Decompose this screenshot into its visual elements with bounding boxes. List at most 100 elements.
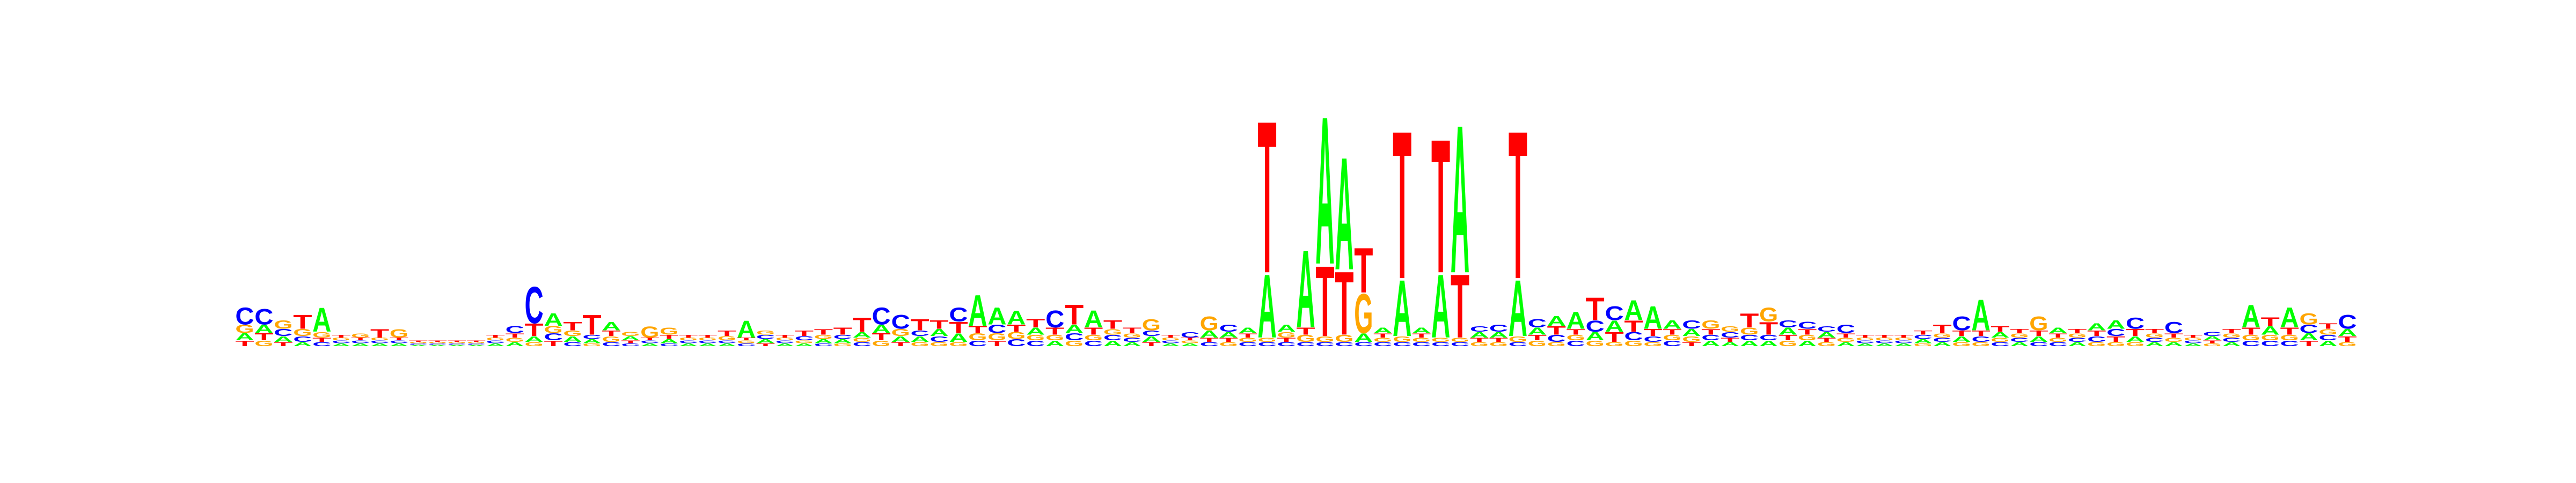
logo-letter-t: T xyxy=(409,340,428,342)
logo-letter-c: C xyxy=(428,343,447,345)
logo-letter-g: G xyxy=(2318,327,2337,336)
logo-glyph-stacks: TAGCGTACTACGACGTCTGAACGTACTGACGTACTGACGT… xyxy=(235,73,2357,358)
logo-letter-g: G xyxy=(891,327,910,339)
logo-letter-c: C xyxy=(351,340,370,344)
logo-letter-a: A xyxy=(640,342,659,347)
logo-letter-a: A xyxy=(1103,339,1122,348)
logo-letter-c: C xyxy=(525,276,544,335)
logo-letter-t: T xyxy=(2106,334,2126,343)
logo-letter-c: C xyxy=(1586,317,1605,335)
logo-letter-c: C xyxy=(1624,330,1643,343)
logo-letter-g: G xyxy=(312,330,331,339)
logo-letter-c: C xyxy=(2010,336,2029,343)
logo-letter-a: A xyxy=(1451,82,1469,317)
logo-letter-c: C xyxy=(1605,303,1623,325)
logo-letter-a: A xyxy=(1990,330,2009,339)
logo-letter-g: G xyxy=(1335,333,1353,345)
logo-letter-a: A xyxy=(1026,326,1045,337)
logo-letter-g: G xyxy=(795,340,814,344)
logo-letter-c: C xyxy=(1547,333,1566,344)
logo-letter-a: A xyxy=(1219,330,1238,339)
logo-letter-c: C xyxy=(1990,341,2009,347)
logo-letter-c: C xyxy=(486,340,505,344)
logo-letter-c: C xyxy=(1663,339,1681,348)
logo-letter-a: A xyxy=(737,316,756,343)
logo-letter-t: T xyxy=(370,327,390,340)
logo-letter-a: A xyxy=(351,342,370,347)
logo-letter-g: G xyxy=(1065,339,1084,348)
logo-letter-a: A xyxy=(1817,330,1836,339)
logo-letter-g: G xyxy=(1586,339,1605,348)
logo-letter-t: T xyxy=(1277,336,1296,343)
logo-letter-g: G xyxy=(1084,333,1103,342)
logo-letter-g: G xyxy=(1798,333,1817,342)
logo-letter-a: A xyxy=(872,323,891,336)
logo-letter-c: C xyxy=(737,342,756,347)
logo-letter-g: G xyxy=(1682,335,1701,344)
logo-letter-c: C xyxy=(853,341,872,347)
logo-letter-c: C xyxy=(1142,328,1161,338)
logo-letter-g: G xyxy=(2126,341,2145,348)
logo-letter-c: C xyxy=(1219,323,1238,334)
logo-letter-c: C xyxy=(930,334,948,343)
logo-letter-t: T xyxy=(1567,327,1586,336)
logo-letter-g: G xyxy=(968,332,987,343)
logo-letter-a: A xyxy=(1393,263,1411,353)
logo-letter-c: C xyxy=(1914,334,1933,340)
logo-letter-a: A xyxy=(1605,317,1623,335)
logo-letter-c: C xyxy=(1045,306,1064,333)
logo-letter-g: G xyxy=(235,323,254,336)
logo-letter-g: G xyxy=(1470,341,1489,348)
logo-letter-g: G xyxy=(1181,340,1199,344)
logo-letter-c: C xyxy=(332,340,350,344)
logo-letter-c: C xyxy=(1971,334,1990,343)
logo-letter-a: A xyxy=(1624,295,1643,326)
logo-letter-c: C xyxy=(1470,324,1489,333)
logo-letter-a: A xyxy=(563,334,582,343)
logo-letter-t: T xyxy=(1239,332,1257,339)
logo-letter-a: A xyxy=(775,342,794,347)
logo-letter-a: A xyxy=(1933,341,1952,347)
logo-letter-c: C xyxy=(312,341,331,347)
logo-letter-g: G xyxy=(2242,333,2260,342)
logo-letter-g: G xyxy=(2164,336,2183,343)
logo-letter-c: C xyxy=(563,341,582,347)
logo-letter-c: C xyxy=(2126,314,2145,332)
logo-letter-g: G xyxy=(1817,341,1836,348)
logo-letter-g: G xyxy=(1605,341,1623,348)
logo-letter-a: A xyxy=(506,341,524,347)
logo-letter-t: T xyxy=(1354,235,1373,306)
logo-letter-a: A xyxy=(910,334,929,343)
logo-letter-g: G xyxy=(1451,336,1469,343)
logo-letter-t: T xyxy=(1721,336,1739,343)
logo-letter-c: C xyxy=(1296,341,1315,347)
logo-letter-a: A xyxy=(987,303,1006,330)
logo-letter-c: C xyxy=(544,331,562,342)
logo-letter-c: C xyxy=(718,340,736,344)
logo-letter-c: C xyxy=(872,303,891,330)
logo-letter-a: A xyxy=(390,342,408,347)
logo-letter-g: G xyxy=(1354,283,1373,346)
logo-letter-c: C xyxy=(1759,333,1778,342)
logo-letter-c: C xyxy=(409,343,428,345)
logo-letter-a: A xyxy=(467,345,486,347)
logo-letter-c: C xyxy=(1836,323,1855,336)
logo-letter-t: T xyxy=(448,340,466,342)
logo-letter-g: G xyxy=(1373,336,1392,343)
logo-letter-t: T xyxy=(506,332,524,339)
logo-letter-a: A xyxy=(1721,341,1739,347)
logo-letter-a: A xyxy=(1084,306,1103,333)
logo-letter-t: T xyxy=(1509,86,1527,323)
logo-letter-t: T xyxy=(544,339,563,348)
logo-letter-t: T xyxy=(640,336,659,341)
logo-letter-g: G xyxy=(1257,336,1276,343)
logo-letter-c: C xyxy=(2261,339,2280,348)
logo-letter-a: A xyxy=(1045,339,1064,348)
logo-letter-t: T xyxy=(1412,332,1431,339)
logo-letter-a: A xyxy=(1643,300,1662,336)
logo-letter-c: C xyxy=(1181,330,1199,339)
logo-letter-c: C xyxy=(2300,323,2318,336)
logo-letter-g: G xyxy=(1875,336,1894,341)
logo-letter-c: C xyxy=(679,340,698,344)
logo-letter-c: C xyxy=(2087,334,2106,343)
